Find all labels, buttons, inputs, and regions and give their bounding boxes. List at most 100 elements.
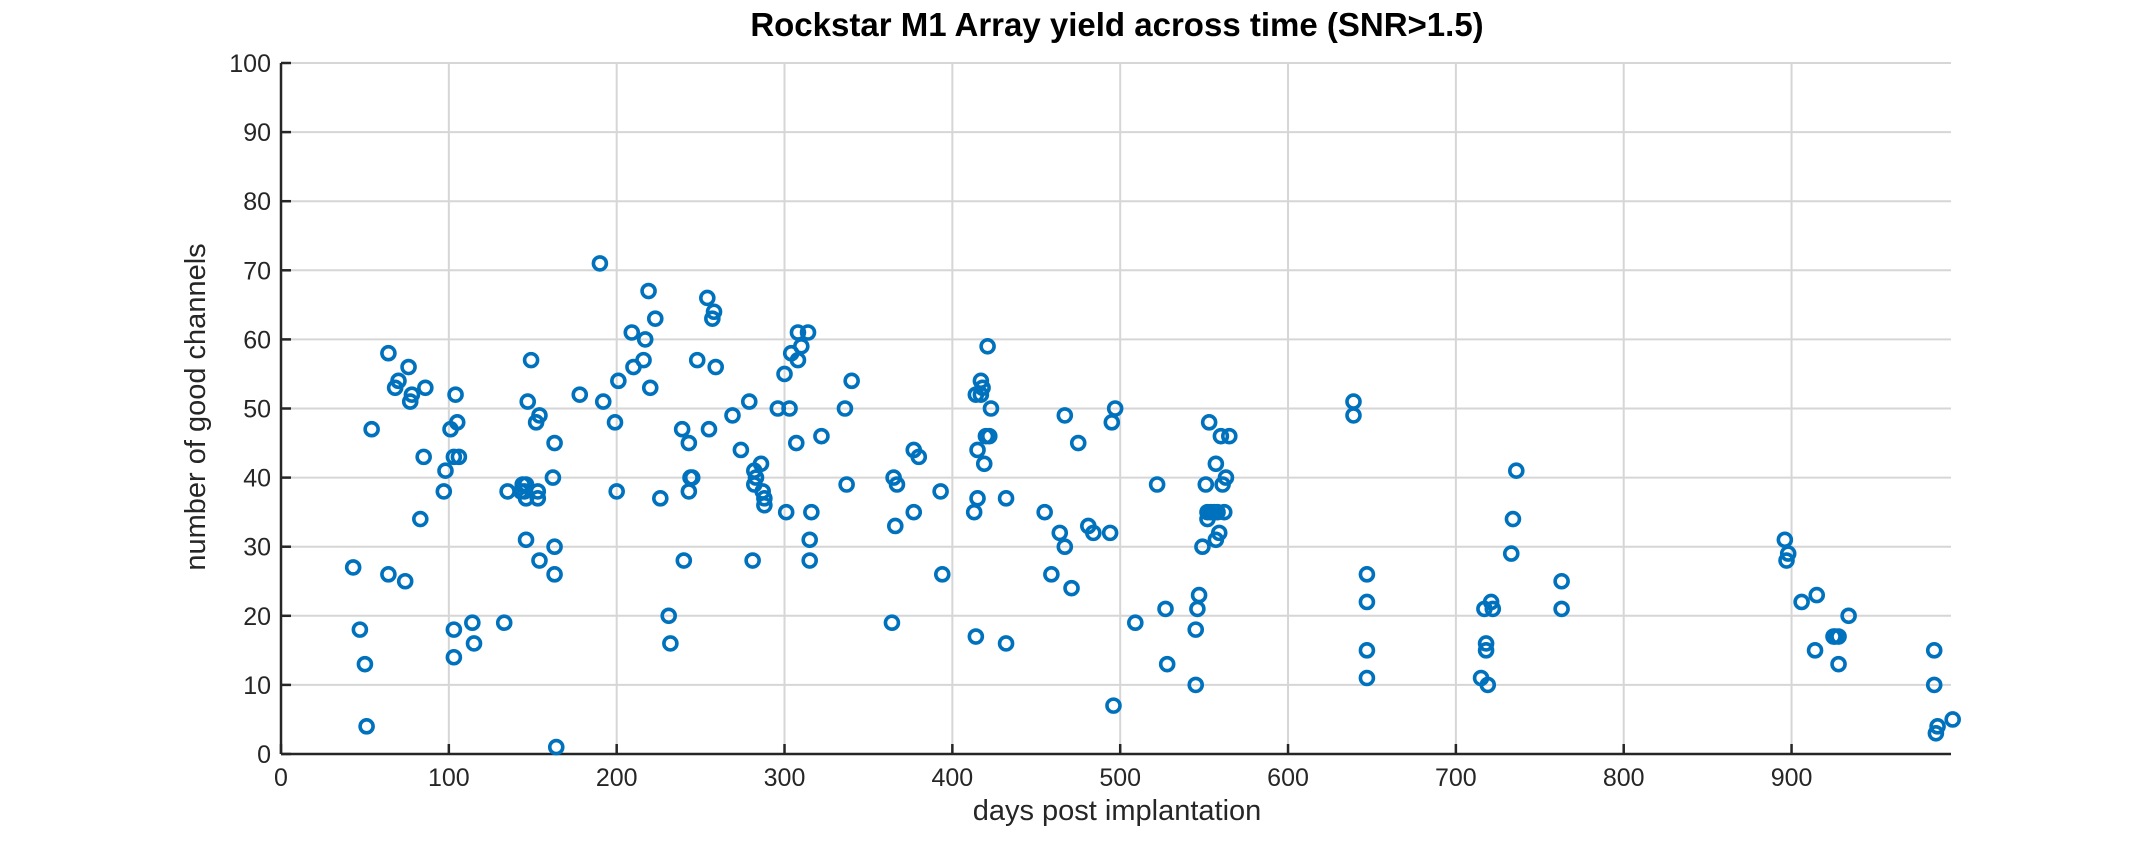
data-point: [435, 483, 453, 500]
chart-title: Rockstar M1 Array yield across time (SNR…: [750, 6, 1483, 43]
data-point: [594, 393, 612, 410]
data-point: [965, 503, 983, 521]
data-point: [1507, 462, 1525, 479]
data-point: [608, 483, 625, 500]
data-point: [1158, 655, 1176, 673]
data-point: [1553, 572, 1570, 590]
data-point: [1358, 669, 1376, 687]
data-point: [380, 566, 397, 583]
data-point: [1793, 593, 1810, 611]
data-point: [675, 552, 693, 569]
data-point: [636, 331, 654, 348]
data-point: [680, 483, 698, 500]
data-point: [979, 338, 996, 355]
data-point: [883, 614, 901, 632]
data-point: [529, 490, 547, 507]
y-tick-label: 70: [243, 257, 271, 285]
data-point: [1212, 427, 1230, 445]
data-point: [400, 358, 417, 376]
data-point: [1477, 642, 1495, 659]
data-point: [401, 393, 419, 410]
data-point: [793, 338, 810, 355]
data-point: [495, 614, 513, 632]
data-point: [547, 738, 565, 756]
data-point: [529, 483, 547, 500]
data-point: [803, 503, 820, 521]
data-point: [531, 407, 548, 424]
y-tick-label: 100: [229, 50, 271, 78]
data-point: [1358, 593, 1376, 611]
data-point: [699, 289, 716, 307]
data-point: [997, 635, 1015, 652]
data-point: [1200, 414, 1218, 431]
data-point: [933, 566, 951, 583]
data-point: [838, 476, 855, 493]
x-tick-label: 400: [931, 764, 973, 792]
data-point: [351, 621, 369, 638]
data-point: [1194, 538, 1211, 556]
data-point: [1069, 434, 1087, 452]
x-tick-label: 900: [1771, 764, 1813, 792]
data-point: [499, 483, 516, 500]
x-tick-label: 100: [428, 764, 470, 792]
data-point: [403, 386, 421, 403]
data-point: [836, 400, 854, 417]
data-point: [448, 414, 466, 431]
data-point: [1189, 600, 1206, 618]
data-point: [813, 427, 830, 445]
data-point: [1190, 586, 1208, 604]
data-point: [1063, 579, 1080, 597]
data-point: [358, 718, 375, 735]
data-point: [1778, 552, 1795, 569]
y-tick-label: 60: [243, 326, 271, 354]
data-point: [787, 434, 805, 452]
ticks: 0 100 200 300 400 500 600 700 800 900 0 10 20 30 40 50 6…: [229, 50, 1812, 792]
data-point: [1215, 503, 1233, 521]
data-point: [1345, 393, 1362, 410]
data-point: [886, 517, 904, 535]
data-point: [652, 490, 669, 507]
data-point: [705, 303, 723, 321]
data-point: [571, 386, 589, 403]
data-point: [415, 448, 432, 466]
data-point: [1929, 718, 1946, 735]
data-point: [1553, 600, 1570, 618]
data-point: [445, 621, 463, 638]
data-point: [522, 351, 540, 369]
data-point: [972, 386, 990, 403]
data-point: [363, 420, 380, 438]
data-point: [700, 420, 718, 438]
data-point: [1210, 524, 1228, 542]
data-point: [412, 510, 429, 528]
data-point: [707, 358, 725, 376]
data-point: [445, 648, 463, 666]
data-point: [1482, 593, 1500, 611]
data-point: [417, 379, 434, 397]
data-point: [1043, 566, 1060, 583]
data-point: [905, 503, 923, 521]
data-point: [1925, 642, 1943, 659]
x-tick-label: 700: [1435, 764, 1477, 792]
data-point: [546, 434, 563, 452]
data-point: [967, 628, 985, 645]
data-point: [610, 372, 627, 390]
data-point: [1477, 635, 1495, 652]
data-point: [356, 655, 374, 673]
data-point: [732, 441, 750, 459]
data-point: [1779, 545, 1797, 562]
data-point: [1830, 655, 1847, 673]
data-point: [640, 282, 657, 300]
data-point: [1944, 711, 1961, 728]
data-point: [997, 490, 1015, 507]
data-point: [1127, 614, 1144, 632]
data-point: [1106, 400, 1124, 417]
data-point: [1209, 503, 1226, 521]
data-point: [1830, 628, 1847, 645]
data-point: [1927, 724, 1945, 742]
data-point: [680, 434, 698, 452]
data-point: [1197, 476, 1215, 493]
x-tick-label: 300: [764, 764, 806, 792]
data-point: [777, 503, 795, 521]
data-point: [974, 379, 991, 397]
